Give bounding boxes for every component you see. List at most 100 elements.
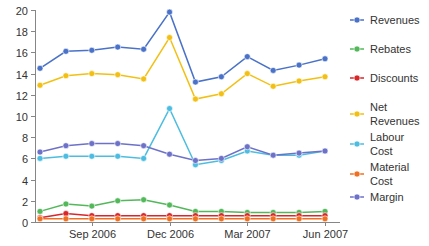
- series-marker: [167, 106, 173, 112]
- series-line: [40, 109, 325, 165]
- series-marker: [270, 83, 276, 89]
- series-marker: [270, 152, 276, 158]
- series-marker: [296, 150, 302, 156]
- x-tick-label: Sep 2006: [69, 228, 116, 240]
- series-marker: [218, 216, 224, 222]
- series-marker: [89, 153, 95, 159]
- legend-marker: [354, 75, 360, 81]
- legend-label: Revenues: [370, 14, 420, 26]
- series-marker: [115, 216, 121, 222]
- series-marker: [218, 91, 224, 97]
- y-tick: [31, 201, 35, 202]
- y-tick: [31, 137, 35, 138]
- y-tick-label: 6: [22, 153, 28, 165]
- x-tick-label: Mar 2007: [224, 228, 270, 240]
- y-tick: [31, 52, 35, 53]
- legend-label: MaterialCost: [370, 161, 409, 187]
- y-tick-label: 14: [16, 69, 28, 81]
- legend: RevenuesRebatesDiscountsNetRevenuesLabou…: [350, 14, 420, 203]
- y-tick: [31, 95, 35, 96]
- y-tick: [31, 116, 35, 117]
- series-marker: [63, 143, 69, 149]
- series-marker: [192, 158, 198, 164]
- series-marker: [115, 44, 121, 50]
- y-tick: [31, 158, 35, 159]
- series-marker: [63, 216, 69, 222]
- series-line: [40, 144, 325, 161]
- x-tick: [325, 222, 326, 226]
- y-tick: [31, 31, 35, 32]
- y-tick: [31, 10, 35, 11]
- series-line: [40, 214, 325, 218]
- series-marker: [89, 141, 95, 147]
- series-marker: [37, 149, 43, 155]
- series-marker: [192, 79, 198, 85]
- series-marker: [244, 54, 250, 60]
- series-marker: [167, 202, 173, 208]
- series-marker: [141, 143, 147, 149]
- series-marker: [89, 47, 95, 53]
- series-marker: [89, 71, 95, 77]
- series-marker: [218, 155, 224, 161]
- y-tick: [31, 74, 35, 75]
- y-tick-label: 10: [16, 111, 28, 123]
- series-marker: [141, 76, 147, 82]
- x-tick: [170, 222, 171, 226]
- legend-marker: [354, 111, 360, 117]
- y-tick: [31, 222, 35, 223]
- series-marker: [115, 198, 121, 204]
- series-marker: [296, 216, 302, 222]
- legend-marker: [354, 46, 360, 52]
- y-tick-label: 18: [16, 26, 28, 38]
- series-line: [40, 12, 325, 82]
- series-marker: [296, 62, 302, 68]
- series-marker: [63, 73, 69, 79]
- y-axis: [35, 10, 36, 222]
- legend-marker: [354, 194, 360, 200]
- series-marker: [167, 9, 173, 15]
- series-marker: [322, 148, 328, 154]
- legend-label: Discounts: [370, 72, 419, 84]
- series-marker: [192, 216, 198, 222]
- legend-marker: [354, 171, 360, 177]
- series-marker: [37, 82, 43, 88]
- y-tick-label: 12: [16, 90, 28, 102]
- plot-area: [37, 9, 328, 222]
- series-marker: [115, 153, 121, 159]
- series-marker: [270, 67, 276, 73]
- y-tick-label: 2: [22, 196, 28, 208]
- series-marker: [141, 46, 147, 52]
- y-tick-label: 20: [16, 5, 28, 17]
- series-marker: [167, 35, 173, 41]
- x-tick: [247, 222, 248, 226]
- y-tick-label: 8: [22, 132, 28, 144]
- series-marker: [89, 216, 95, 222]
- chart: 0 2 4 6 8 10 12 14 16 18 20 Sep 2006 Dec 2006 Mar 200…: [0, 0, 429, 246]
- series-marker: [192, 96, 198, 102]
- legend-marker: [354, 141, 360, 147]
- legend-marker: [354, 17, 360, 23]
- series-marker: [322, 148, 328, 154]
- series-marker: [141, 216, 147, 222]
- series-marker: [270, 216, 276, 222]
- series-marker: [167, 151, 173, 157]
- series-marker: [63, 153, 69, 159]
- x-tick-label: Dec 2006: [147, 228, 194, 240]
- y-tick-label: 4: [22, 175, 28, 187]
- x-tick-label: Jun 2007: [303, 228, 348, 240]
- series-marker: [296, 78, 302, 84]
- series-marker: [244, 216, 250, 222]
- legend-label: Rebates: [370, 43, 411, 55]
- series-marker: [167, 216, 173, 222]
- series-line: [40, 200, 325, 213]
- series-marker: [115, 141, 121, 147]
- y-tick-label: 16: [16, 47, 28, 59]
- y-tick-label: 0: [22, 217, 28, 229]
- series-marker: [115, 72, 121, 78]
- series-marker: [63, 201, 69, 207]
- series-marker: [37, 65, 43, 71]
- series-marker: [322, 56, 328, 62]
- series-marker: [141, 197, 147, 203]
- series-marker: [63, 48, 69, 54]
- series-marker: [270, 152, 276, 158]
